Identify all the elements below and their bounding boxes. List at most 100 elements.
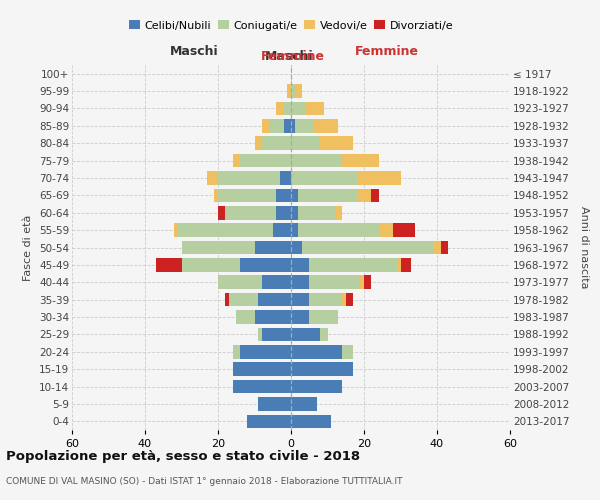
Bar <box>298 206 335 220</box>
Y-axis label: Anni di nascita: Anni di nascita <box>579 206 589 289</box>
Bar <box>320 136 353 150</box>
Bar <box>309 258 397 272</box>
Bar <box>371 188 379 202</box>
Bar <box>291 345 342 358</box>
Bar <box>291 119 295 132</box>
Bar <box>291 102 305 115</box>
Bar <box>236 310 254 324</box>
Bar <box>262 276 291 289</box>
Bar <box>287 84 291 98</box>
Bar <box>346 293 353 306</box>
Text: COMUNE DI VAL MASINO (SO) - Dati ISTAT 1° gennaio 2018 - Elaborazione TUTTITALIA: COMUNE DI VAL MASINO (SO) - Dati ISTAT 1… <box>6 478 403 486</box>
Bar <box>295 84 302 98</box>
Bar <box>174 224 178 237</box>
Bar <box>254 240 291 254</box>
Bar <box>356 188 371 202</box>
Bar <box>207 171 218 185</box>
Bar <box>320 328 328 341</box>
Bar <box>178 224 273 237</box>
Bar <box>342 293 346 306</box>
Bar <box>291 136 320 150</box>
Bar <box>335 206 342 220</box>
Bar <box>298 224 379 237</box>
Bar <box>226 293 229 306</box>
Bar <box>254 310 291 324</box>
Bar <box>229 293 258 306</box>
Bar <box>233 362 291 376</box>
Bar <box>284 119 291 132</box>
Bar <box>262 328 291 341</box>
Text: Maschi: Maschi <box>170 44 219 58</box>
Y-axis label: Fasce di età: Fasce di età <box>23 214 34 280</box>
Bar <box>218 276 262 289</box>
Bar <box>218 206 226 220</box>
Bar <box>313 119 338 132</box>
Bar <box>277 102 284 115</box>
Bar <box>273 224 291 237</box>
Bar <box>277 206 291 220</box>
Bar <box>291 328 320 341</box>
Bar <box>291 397 317 410</box>
Legend: Celibi/Nubili, Coniugati/e, Vedovi/e, Divorziati/e: Celibi/Nubili, Coniugati/e, Vedovi/e, Di… <box>124 16 458 35</box>
Text: Maschi: Maschi <box>265 50 313 64</box>
Bar <box>291 171 356 185</box>
Bar <box>309 310 338 324</box>
Bar <box>364 276 371 289</box>
Bar <box>233 380 291 394</box>
Bar <box>182 240 254 254</box>
Bar <box>262 136 291 150</box>
Bar <box>269 119 284 132</box>
Bar <box>393 224 415 237</box>
Bar <box>291 154 342 168</box>
Bar <box>240 345 291 358</box>
Bar <box>291 380 342 394</box>
Bar <box>309 276 361 289</box>
Bar <box>218 188 277 202</box>
Bar <box>214 188 218 202</box>
Bar <box>361 276 364 289</box>
Bar <box>291 224 298 237</box>
Bar <box>291 240 302 254</box>
Bar <box>240 154 291 168</box>
Bar <box>440 240 448 254</box>
Bar <box>295 119 313 132</box>
Text: Femmine: Femmine <box>261 50 325 64</box>
Text: Femmine: Femmine <box>355 44 419 58</box>
Bar <box>284 102 291 115</box>
Bar <box>262 119 269 132</box>
Bar <box>291 276 309 289</box>
Bar <box>218 171 280 185</box>
Bar <box>305 102 324 115</box>
Bar <box>277 188 291 202</box>
Bar <box>291 414 331 428</box>
Bar <box>156 258 182 272</box>
Bar <box>233 345 240 358</box>
Bar <box>291 206 298 220</box>
Bar <box>226 206 277 220</box>
Bar <box>309 293 342 306</box>
Bar <box>291 293 309 306</box>
Bar <box>254 136 262 150</box>
Bar <box>291 258 309 272</box>
Bar <box>342 345 353 358</box>
Text: Popolazione per età, sesso e stato civile - 2018: Popolazione per età, sesso e stato civil… <box>6 450 360 463</box>
Bar <box>291 362 353 376</box>
Bar <box>401 258 412 272</box>
Bar <box>302 240 433 254</box>
Bar <box>291 84 295 98</box>
Bar <box>379 224 393 237</box>
Bar <box>291 310 309 324</box>
Bar <box>247 414 291 428</box>
Bar <box>182 258 240 272</box>
Bar <box>258 397 291 410</box>
Bar <box>342 154 379 168</box>
Bar <box>291 188 298 202</box>
Bar <box>233 154 240 168</box>
Bar <box>298 188 356 202</box>
Bar <box>433 240 440 254</box>
Bar <box>240 258 291 272</box>
Bar <box>258 293 291 306</box>
Bar <box>397 258 401 272</box>
Bar <box>280 171 291 185</box>
Bar <box>258 328 262 341</box>
